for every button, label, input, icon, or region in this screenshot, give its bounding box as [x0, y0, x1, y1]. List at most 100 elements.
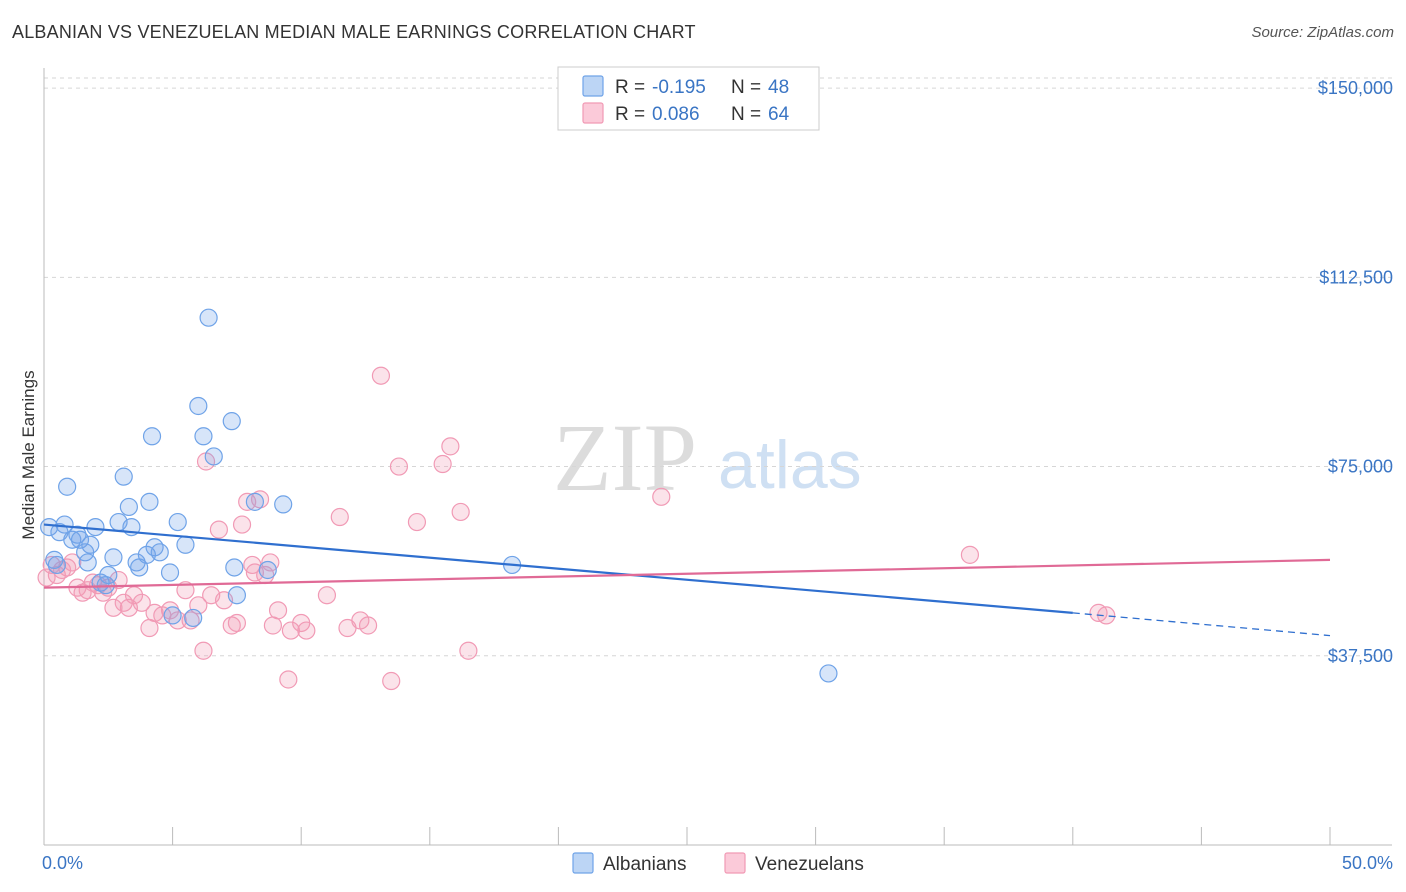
bottom-legend-venezuelans: Venezuelans: [755, 854, 864, 875]
series-legend: Albanians Venezuelans: [572, 852, 864, 875]
venezuelan-point-62: [279, 670, 298, 689]
y-axis-title: Median Male Earnings: [19, 370, 38, 539]
albanian-point-10: [78, 553, 97, 572]
venezuelan-trend-line: [43, 558, 1331, 589]
venezuelan-point-33: [232, 515, 252, 534]
albanian-point-33: [189, 396, 208, 416]
albanian-point-25: [142, 427, 162, 446]
albanian-point-39: [227, 586, 246, 605]
legend-n-label-2: N =: [731, 104, 761, 125]
venezuelan-point-31: [222, 616, 241, 635]
albanian-point-34: [194, 427, 213, 446]
venezuelan-point-56: [459, 641, 478, 660]
venezuelan-point-41: [281, 621, 301, 640]
venezuelan-point-18: [132, 593, 151, 612]
albanian-point-29: [163, 606, 182, 625]
venezuelan-point-32: [227, 613, 246, 633]
venezuelan-point-52: [407, 512, 427, 532]
albanian-trend-line: [43, 523, 1073, 614]
albanian-point-28: [160, 563, 180, 582]
venezuelan-point-15: [114, 593, 133, 612]
venezuelan-point-13: [104, 598, 123, 617]
venezuelan-point-22: [160, 601, 180, 620]
venezuelan-point-39: [263, 616, 283, 635]
venezuelan-point-44: [317, 586, 337, 605]
legend-r-label-2: R =: [615, 104, 645, 125]
albanian-point-12: [86, 517, 105, 537]
venezuelan-point-5: [63, 553, 82, 572]
bottom-legend-albanians: Albanians: [603, 854, 686, 875]
tick-labels: $37,500 $75,000 $112,500 $150,000 0.0% 50.0%: [42, 78, 1393, 873]
venezuelan-point-19: [140, 618, 159, 638]
venezuelan-point-27: [194, 641, 213, 660]
legend-n-value-1: 48: [768, 77, 789, 98]
albanian-point-24: [140, 492, 159, 511]
legend-r-value-1: -0.195: [652, 77, 706, 98]
albanian-point-11: [81, 535, 100, 554]
venezuelan-point-25: [181, 611, 200, 630]
watermark-atlas: atlas: [718, 427, 862, 503]
venezuelan-point-1: [42, 555, 61, 575]
trend-lines: [43, 523, 1331, 637]
venezuelan-point-55: [451, 502, 470, 522]
albanian-point-38: [225, 558, 244, 577]
y-tick-label-3: $150,000: [1318, 78, 1393, 98]
data-points: [37, 308, 1116, 691]
albanian-point-44: [819, 664, 838, 683]
venezuelan-point-40: [268, 601, 288, 620]
venezuelan-point-58: [960, 545, 980, 564]
legend-r-value-2: 0.086: [652, 104, 700, 125]
bottom-legend-swatch-venezuelans: [724, 852, 746, 874]
axes: [43, 68, 1392, 846]
x-tick-label-0: 0.0%: [42, 853, 83, 873]
albanian-point-42: [274, 495, 293, 514]
venezuelan-point-2: [47, 565, 66, 585]
venezuelan-point-29: [209, 520, 228, 539]
legend-swatch-venezuelans: [582, 102, 604, 124]
venezuelan-point-45: [330, 507, 349, 527]
albanian-point-26: [145, 538, 164, 557]
albanian-point-32: [184, 608, 203, 628]
bottom-legend-swatch-albanians: [572, 852, 594, 874]
legend-r-label-1: R =: [615, 77, 645, 98]
albanian-point-37: [222, 412, 241, 431]
albanian-point-1: [45, 550, 64, 569]
venezuelan-point-49: [371, 366, 391, 385]
y-tick-label-2: $112,500: [1319, 267, 1393, 287]
albanian-point-35: [199, 308, 218, 327]
venezuelan-point-24: [176, 581, 195, 600]
albanian-point-5: [58, 477, 77, 496]
albanian-trend-extension: [1072, 612, 1331, 637]
albanian-point-16: [104, 548, 123, 567]
y-tick-label-1: $75,000: [1328, 457, 1393, 477]
albanian-point-40: [245, 492, 265, 511]
x-tick-label-1: 50.0%: [1342, 853, 1393, 873]
venezuelan-point-43: [297, 621, 316, 640]
albanian-point-21: [127, 553, 146, 572]
albanian-point-27: [150, 543, 169, 562]
albanian-point-7: [68, 525, 87, 544]
albanian-point-18: [114, 467, 133, 486]
legend-swatch-albanians: [582, 75, 604, 97]
venezuelan-point-51: [389, 457, 409, 476]
venezuelan-point-53: [433, 454, 452, 474]
venezuelan-point-37: [250, 490, 270, 509]
albanian-point-36: [204, 447, 223, 466]
chart-source: Source: ZipAtlas.com: [1251, 24, 1394, 41]
y-tick-label-0: $37,500: [1328, 646, 1393, 666]
venezuelan-point-57: [652, 487, 671, 506]
legend-n-value-2: 64: [768, 104, 790, 125]
albanian-point-0: [40, 517, 59, 537]
albanian-point-31: [176, 535, 195, 554]
albanian-point-6: [63, 530, 82, 549]
chart-title: ALBANIAN VS VENEZUELAN MEDIAN MALE EARNI…: [12, 22, 696, 42]
venezuelan-point-54: [441, 437, 460, 456]
venezuelan-point-48: [358, 616, 378, 635]
albanian-point-41: [258, 560, 277, 580]
albanian-point-2: [47, 555, 66, 575]
albanian-point-30: [168, 512, 187, 532]
venezuelan-point-23: [168, 611, 187, 630]
correlation-legend: R = -0.195 N = 48 R = 0.086 N = 64: [557, 66, 820, 131]
albanian-point-15: [99, 565, 118, 585]
